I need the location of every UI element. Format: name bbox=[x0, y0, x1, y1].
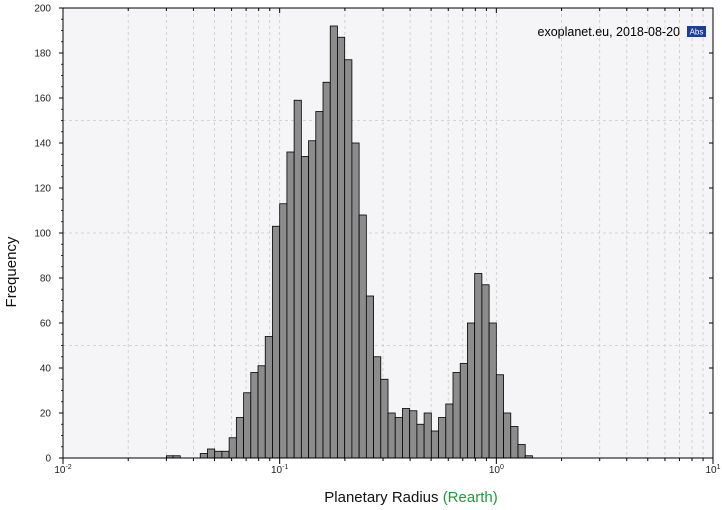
histogram-bar bbox=[235, 417, 244, 459]
y-tick-label: 80 bbox=[40, 274, 52, 285]
histogram-bar bbox=[250, 372, 259, 459]
y-tick-label: 140 bbox=[34, 139, 51, 150]
histogram-bar bbox=[351, 142, 360, 459]
histogram-bar bbox=[365, 295, 374, 459]
histogram-bar bbox=[199, 453, 208, 459]
histogram-bar bbox=[293, 99, 302, 459]
histogram-bar bbox=[329, 25, 338, 459]
x-axis-title: Planetary Radius bbox=[324, 489, 438, 506]
histogram-bar bbox=[416, 423, 425, 459]
histogram-bar bbox=[445, 403, 454, 459]
histogram-bar bbox=[373, 356, 382, 459]
y-tick-label: 20 bbox=[40, 409, 52, 420]
x-tick-label: 101 bbox=[705, 464, 720, 476]
histogram-bar bbox=[228, 437, 237, 459]
histogram-bar bbox=[322, 81, 331, 459]
x-tick-label: 100 bbox=[489, 464, 504, 476]
histogram-bar bbox=[358, 214, 367, 459]
y-tick-label: 120 bbox=[34, 184, 51, 195]
x-axis-unit: (Rearth) bbox=[443, 489, 498, 506]
y-tick-label: 200 bbox=[34, 4, 51, 15]
histogram-bar bbox=[488, 322, 497, 459]
y-tick-label: 0 bbox=[45, 454, 51, 465]
histogram-bar bbox=[380, 378, 389, 459]
y-tick-label: 100 bbox=[34, 229, 51, 240]
histogram-bar bbox=[344, 59, 353, 459]
histogram-bar bbox=[402, 408, 411, 459]
bars bbox=[165, 25, 533, 459]
y-ticks: 0 20 40 60 80 100 120 140 160 180 200 bbox=[34, 4, 713, 465]
histogram-bar bbox=[430, 430, 439, 459]
y-tick-label: 40 bbox=[40, 364, 52, 375]
histogram-bar bbox=[243, 392, 252, 459]
histogram-bar bbox=[503, 412, 512, 459]
histogram-bar bbox=[452, 372, 461, 459]
x-tick-label: 10-2 bbox=[54, 464, 71, 476]
histogram-bar bbox=[286, 151, 295, 459]
histogram-bar bbox=[423, 412, 432, 459]
histogram-bar bbox=[467, 322, 476, 459]
histogram-bar bbox=[387, 412, 396, 459]
histogram-bar bbox=[315, 111, 324, 459]
histogram-bar bbox=[409, 410, 418, 459]
histogram-bar bbox=[308, 140, 317, 459]
histogram-bar bbox=[438, 417, 447, 459]
y-tick-label: 180 bbox=[34, 49, 51, 60]
histogram-bar bbox=[221, 450, 230, 459]
histogram-bar bbox=[517, 444, 526, 459]
y-tick-label: 160 bbox=[34, 94, 51, 105]
histogram-bar bbox=[474, 273, 483, 459]
histogram-bar bbox=[495, 374, 504, 459]
badge-label: Abs bbox=[690, 28, 704, 37]
x-axis-label: Planetary Radius (Rearth) bbox=[324, 489, 497, 506]
histogram-bar bbox=[394, 417, 403, 459]
histogram-bar bbox=[257, 365, 266, 459]
histogram-bar bbox=[510, 426, 519, 459]
histogram-bar bbox=[337, 36, 346, 459]
histogram-bar bbox=[300, 156, 309, 459]
histogram-bar bbox=[272, 225, 281, 459]
histogram-bar bbox=[264, 336, 273, 459]
histogram-bar bbox=[207, 448, 216, 459]
x-ticks: 10-2 10-1 100 101 bbox=[54, 8, 721, 476]
y-tick-label: 60 bbox=[40, 319, 52, 330]
badge[interactable] bbox=[687, 26, 706, 37]
x-tick-label: 10-1 bbox=[271, 464, 288, 476]
histogram-bar bbox=[279, 203, 288, 459]
histogram-bar bbox=[481, 284, 490, 459]
y-axis-label: Frequency bbox=[3, 236, 20, 307]
histogram-bar bbox=[214, 450, 223, 459]
histogram-bar bbox=[459, 363, 468, 459]
chart-annotation: exoplanet.eu, 2018-08-20 bbox=[538, 25, 681, 39]
